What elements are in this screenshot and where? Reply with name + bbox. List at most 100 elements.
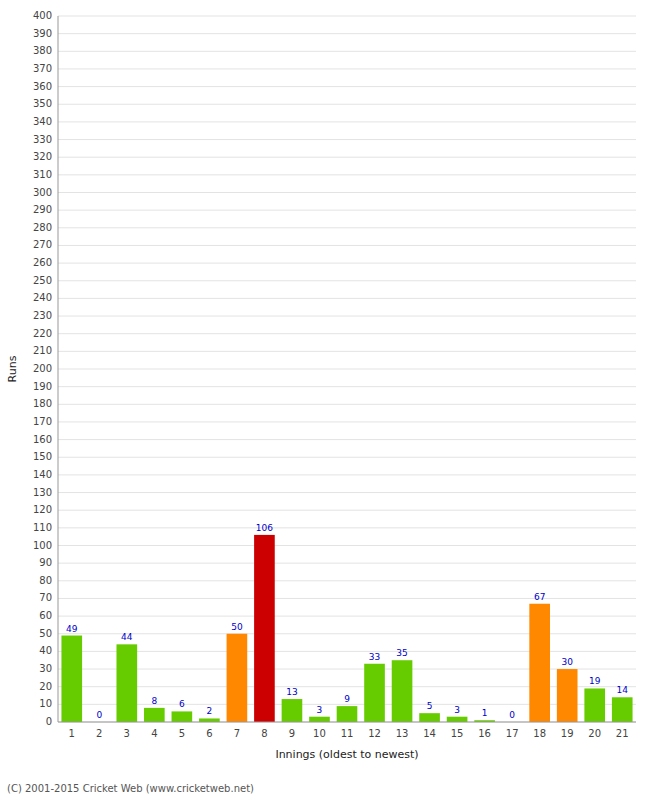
y-tick-label: 240 [33,292,52,303]
x-tick-label: 10 [313,728,326,739]
y-tick-label: 290 [33,204,52,215]
x-tick-label: 18 [533,728,546,739]
y-tick-label: 330 [33,134,52,145]
y-tick-label: 140 [33,469,52,480]
y-tick-label: 100 [33,540,52,551]
y-tick-label: 200 [33,363,52,374]
data-label: 50 [231,622,243,632]
x-tick-label: 19 [561,728,574,739]
x-tick-label: 5 [179,728,185,739]
grid-line [58,157,636,158]
grid-line [58,492,636,493]
y-tick-label: 360 [33,81,52,92]
bar [309,717,330,722]
y-tick-label: 130 [33,487,52,498]
bar [364,664,385,722]
y-tick-label: 310 [33,169,52,180]
y-tick-label: 60 [39,610,52,621]
grid-line [58,421,636,422]
data-label: 3 [317,705,323,715]
grid-line [58,174,636,175]
y-tick-label: 260 [33,257,52,268]
bar [584,688,605,722]
x-axis-label: Innings (oldest to newest) [275,748,418,761]
bar [612,697,633,722]
data-label: 35 [396,648,407,658]
grid-line [58,510,636,511]
data-labels: 490448625010613393335531067301914 [66,523,628,720]
data-label: 6 [179,699,185,709]
y-tick-label: 160 [33,434,52,445]
y-tick-label: 70 [39,592,52,603]
grid-line [58,280,636,281]
bar [227,634,248,722]
x-tick-label: 17 [506,728,519,739]
y-tick-label: 180 [33,398,52,409]
y-tick-label: 20 [39,681,52,692]
data-label: 33 [369,652,380,662]
bars [61,535,632,722]
grid-line [58,316,636,317]
x-tick-label: 8 [261,728,267,739]
grid-line [58,333,636,334]
x-tick-label: 7 [234,728,240,739]
data-label: 14 [617,685,629,695]
y-tick-label: 280 [33,222,52,233]
grid-line [58,86,636,87]
data-label: 1 [482,708,488,718]
bar [419,713,440,722]
grid-line [58,210,636,211]
grid-line [58,245,636,246]
data-label: 19 [589,676,601,686]
grid-line [58,545,636,546]
data-label: 106 [256,523,273,533]
grid-line [58,51,636,52]
y-tick-label: 40 [39,645,52,656]
data-label: 5 [427,701,433,711]
x-tick-label: 12 [368,728,381,739]
y-tick-label: 390 [33,28,52,39]
data-label: 2 [207,706,213,716]
bar [254,535,275,722]
grid-line [58,580,636,581]
bar [199,718,220,722]
grid-line [58,227,636,228]
y-tick-label: 340 [33,116,52,127]
y-tick-label: 210 [33,345,52,356]
y-tick-label: 110 [33,522,52,533]
data-label: 49 [66,624,78,634]
x-tick-label: 11 [341,728,354,739]
grid-line [58,139,636,140]
y-tick-labels: 0102030405060708090100110120130140150160… [33,10,52,727]
bar [172,711,193,722]
x-tick-label: 3 [124,728,130,739]
data-label: 0 [96,710,102,720]
grid-line [58,386,636,387]
y-tick-label: 80 [39,575,52,586]
y-tick-label: 0 [46,716,52,727]
x-tick-label: 20 [588,728,601,739]
bar [144,708,165,722]
bar [447,717,468,722]
grid-line [58,104,636,105]
grid [58,16,636,722]
data-label: 8 [151,696,157,706]
x-tick-label: 16 [478,728,491,739]
x-tick-label: 14 [423,728,436,739]
y-tick-label: 90 [39,557,52,568]
grid-line [58,16,636,17]
x-tick-label: 2 [96,728,102,739]
grid-line [58,68,636,69]
bar [116,644,137,722]
grid-line [58,33,636,34]
y-tick-label: 350 [33,98,52,109]
grid-line [58,192,636,193]
y-tick-label: 10 [39,698,52,709]
grid-line [58,263,636,264]
grid-line [58,439,636,440]
y-tick-label: 300 [33,187,52,198]
bar [337,706,358,722]
x-tick-label: 4 [151,728,157,739]
y-tick-label: 170 [33,416,52,427]
x-axis-line [58,722,636,723]
